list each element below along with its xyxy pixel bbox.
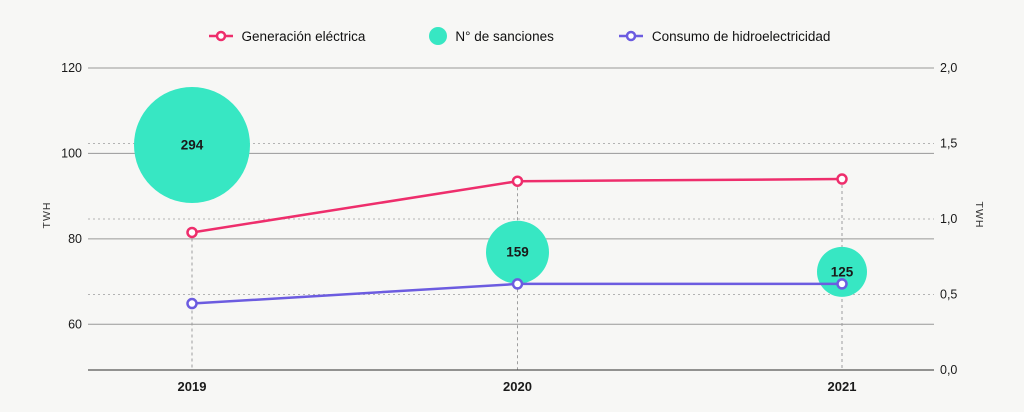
marker-generacion-2020 bbox=[511, 175, 524, 187]
marker-generacion-2021 bbox=[836, 173, 848, 185]
bubble-value-label: 159 bbox=[506, 245, 529, 260]
filled-circle-icon bbox=[429, 27, 448, 45]
left-tick-label: 60 bbox=[68, 317, 82, 331]
right-tick-label: 2,0 bbox=[940, 61, 957, 75]
marker-generacion-2019 bbox=[186, 226, 198, 239]
left-tick-label: 80 bbox=[68, 232, 82, 246]
legend-label: Consumo de hidroelectricidad bbox=[651, 28, 831, 44]
left-axis-title: TWH bbox=[41, 202, 53, 229]
left-tick-label: 100 bbox=[61, 146, 82, 160]
right-tick-label: 1,5 bbox=[940, 137, 957, 151]
right-tick-label: 0,0 bbox=[940, 363, 957, 377]
year-label: 2019 bbox=[178, 379, 207, 394]
chart-legend: Generación eléctrica N° de sanciones Con… bbox=[0, 27, 1024, 45]
right-axis-title: TWH bbox=[973, 202, 985, 229]
legend-label: Generación eléctrica bbox=[241, 28, 366, 44]
legend-item-consumo-hidroelectricidad[interactable]: Consumo de hidroelectricidad bbox=[618, 28, 831, 44]
right-tick-label: 0,5 bbox=[940, 288, 957, 302]
legend-label: N° de sanciones bbox=[455, 28, 554, 44]
legend-item-generacion-electrica[interactable]: Generación eléctrica bbox=[208, 28, 366, 44]
left-tick-label: 120 bbox=[61, 61, 82, 75]
year-label: 2020 bbox=[503, 379, 532, 394]
right-tick-label: 1,0 bbox=[940, 212, 957, 226]
bubble-value-label: 294 bbox=[181, 138, 204, 153]
bubble-value-label: 125 bbox=[831, 264, 854, 279]
line-marker-icon bbox=[208, 30, 234, 42]
marker-consumo-2019 bbox=[186, 297, 198, 310]
marker-consumo-2020 bbox=[511, 278, 524, 290]
legend-item-sanciones[interactable]: N° de sanciones bbox=[429, 27, 554, 45]
year-label: 2021 bbox=[828, 379, 857, 394]
line-marker-icon bbox=[618, 30, 644, 42]
bubble-2020 bbox=[486, 220, 549, 284]
bubble-2019 bbox=[134, 87, 250, 204]
marker-consumo-2021 bbox=[836, 278, 848, 290]
